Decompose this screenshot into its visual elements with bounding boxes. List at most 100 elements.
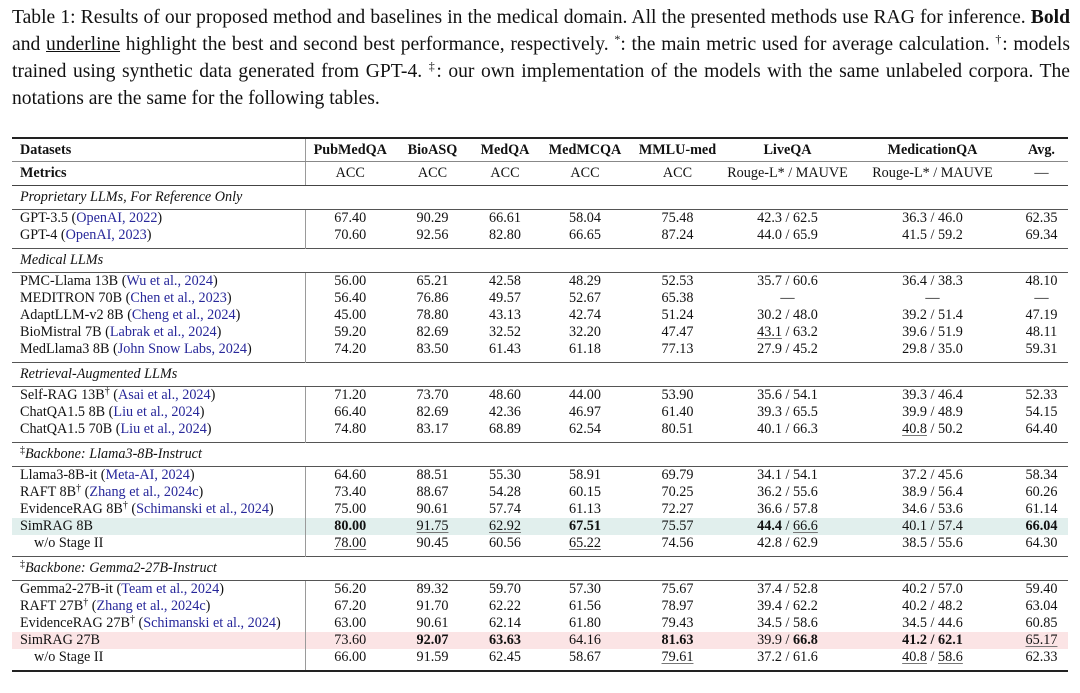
score-cell: 29.8 / 35.0 [902,341,963,357]
score-cell: 71.20 [334,387,367,403]
score-cell: 67.20 [334,598,367,614]
score-cell: 44.0 / 65.9 [757,227,818,243]
score-cell: 57.74 [489,501,521,517]
caption-text: and [12,34,47,55]
table-row: GPT-3.5 (OpenAI, 2022) 67.40 90.29 66.61 58.… [12,209,1068,227]
section-header-row: ‡Backbone: Gemma2-27B-Instruct [12,556,1068,581]
model-name-text: RAFT 27B [20,598,84,614]
score-cell: 90.61 [416,501,449,517]
table-row: GPT-4 (OpenAI, 2023) 70.60 92.56 82.80 66.65… [12,227,1068,249]
column-header: MedicationQA [850,137,1015,162]
score-cell: 34.5 / 58.6 [757,615,818,631]
score-cell: 69.79 [661,467,694,483]
table-row: Llama3-8B-it (Meta-AI, 2024) 64.60 88.51 55… [12,466,1068,484]
score-cell: 42.74 [569,307,601,323]
caption-text: highlight the best and second best perfo… [120,34,615,55]
score-cell: 37.2 / 45.6 [902,467,963,483]
citation-link[interactable]: Wu et al., 2024 [126,273,213,289]
score-cell: 65.38 [661,290,694,306]
citation-link[interactable]: Liu et al., 2024 [113,404,200,420]
score-cell: — [780,290,795,306]
citation-link[interactable]: Schimanski et al., 2024 [143,615,277,631]
best-score: 63.63 [489,632,521,648]
score-cell: 92.56 [416,227,449,243]
score-cell: 48.11 [1025,324,1058,340]
score-cell: 90.45 [416,535,449,551]
score-cell: 42.36 [489,404,521,420]
score-cell: 91.70 [416,598,449,614]
citation-link[interactable]: Zhang et al., 2024c [89,484,199,500]
score-cell: 37.2 / 61.6 [725,649,850,672]
citation-link[interactable]: Chen et al., 2023 [130,290,227,306]
score-cell: 35.6 / 54.1 [757,387,818,403]
score-cell: 52.53 [661,273,694,289]
score-cell: 70.25 [661,484,694,500]
metric-label: — [1015,161,1068,186]
citation-link[interactable]: OpenAI, 2023 [65,227,147,243]
score-text: / [781,518,794,534]
table-row: Gemma2-27B-it (Team et al., 2024) 56.20 89… [12,580,1068,598]
score-cell: 61.14 [1025,501,1058,517]
score-cell: 80.51 [661,421,694,437]
score-cell: 62.45 [470,649,540,672]
score-cell: 83.17 [416,421,449,437]
model-name: BioMistral 7B (Labrak et al., 2024) [12,324,306,341]
table-row: Self-RAG 13B† (Asai et al., 2024) 71.20 73… [12,386,1068,404]
score-cell: 40.1 / 66.3 [757,421,818,437]
citation-link[interactable]: Cheng et al., 2024 [131,307,236,323]
score-cell: 69.34 [1025,227,1058,243]
metric-label: ACC [630,161,725,186]
citation-link[interactable]: Zhang et al., 2024c [96,598,206,614]
table-body: Proprietary LLMs, For Reference Only GPT-… [12,185,1068,672]
score-cell: 61.40 [661,404,694,420]
model-name-text: GPT-3.5 [20,210,68,226]
best-score: 92.07 [416,632,449,648]
citation-link[interactable]: Asai et al., 2024 [118,387,211,403]
model-name-text: w/o Stage II [34,535,104,551]
score-cell: 67.51 [540,518,630,535]
score-cell: 62.35 [1025,210,1058,226]
caption-text: : models trained using synthetic data ge… [12,34,1070,82]
score-cell: 66.40 [334,404,367,420]
score-cell: 81.63 [630,632,725,649]
score-cell: 40.8 / 50.2 [850,421,1015,443]
section-title: ‡Backbone: Llama3-8B-Instruct [12,442,1068,467]
citation-link[interactable]: Team et al., 2024 [121,581,220,597]
table-row: EvidenceRAG 8B† (Schimanski et al., 2024… [12,501,1068,518]
citation-link[interactable]: John Snow Labs, 2024 [117,341,248,357]
citation-link[interactable]: Schimanski et al., 2024 [136,501,269,517]
score-cell: 65.21 [416,273,449,289]
citation-link[interactable]: Liu et al., 2024 [120,421,207,437]
score-cell: 39.4 / 62.2 [757,598,818,614]
second-best-score: 58.6 [938,649,963,665]
section-title-text: Proprietary LLMs, For Reference Only [20,189,243,205]
score-cell: 75.00 [334,501,367,517]
model-name: PMC-Llama 13B (Wu et al., 2024) [12,272,306,290]
score-cell: 63.00 [334,615,367,631]
citation-link[interactable]: Labrak et al., 2024 [109,324,217,340]
metric-label: Rouge-L* / MAUVE [850,161,1015,186]
citation-link[interactable]: Meta-AI, 2024 [105,467,190,483]
model-name: SimRAG 27B [12,632,306,649]
score-cell: 82.69 [416,404,449,420]
score-cell: 66.65 [569,227,601,243]
citation-link[interactable]: OpenAI, 2022 [76,210,158,226]
score-cell: 63.63 [470,632,540,649]
score-cell: 78.00 [305,535,395,557]
table-row: w/o Stage II 78.00 90.45 60.56 65.22 74.56 42.… [12,535,1068,557]
section-title-text: Retrieval-Augmented LLMs [20,366,178,382]
score-cell: 75.57 [630,518,725,535]
header-row-metrics: Metrics ACC ACC ACC ACC ACC Rouge-L* / M… [12,161,1068,186]
score-cell: 57.30 [569,581,601,597]
table-row: RAFT 27B† (Zhang et al., 2024c) 67.20 91.7… [12,598,1068,615]
table-row: PMC-Llama 13B (Wu et al., 2024) 56.00 65.2… [12,272,1068,290]
score-cell: 78.80 [416,307,449,323]
score-cell: 73.60 [305,632,395,649]
model-name: RAFT 27B† (Zhang et al., 2024c) [12,598,306,615]
score-cell: 74.20 [334,341,367,357]
model-name: RAFT 8B† (Zhang et al., 2024c) [12,484,306,501]
score-cell: 68.89 [489,421,521,437]
score-cell: 66.00 [305,649,395,672]
section-title: Medical LLMs [12,248,1068,273]
score-cell: 60.56 [489,535,521,551]
